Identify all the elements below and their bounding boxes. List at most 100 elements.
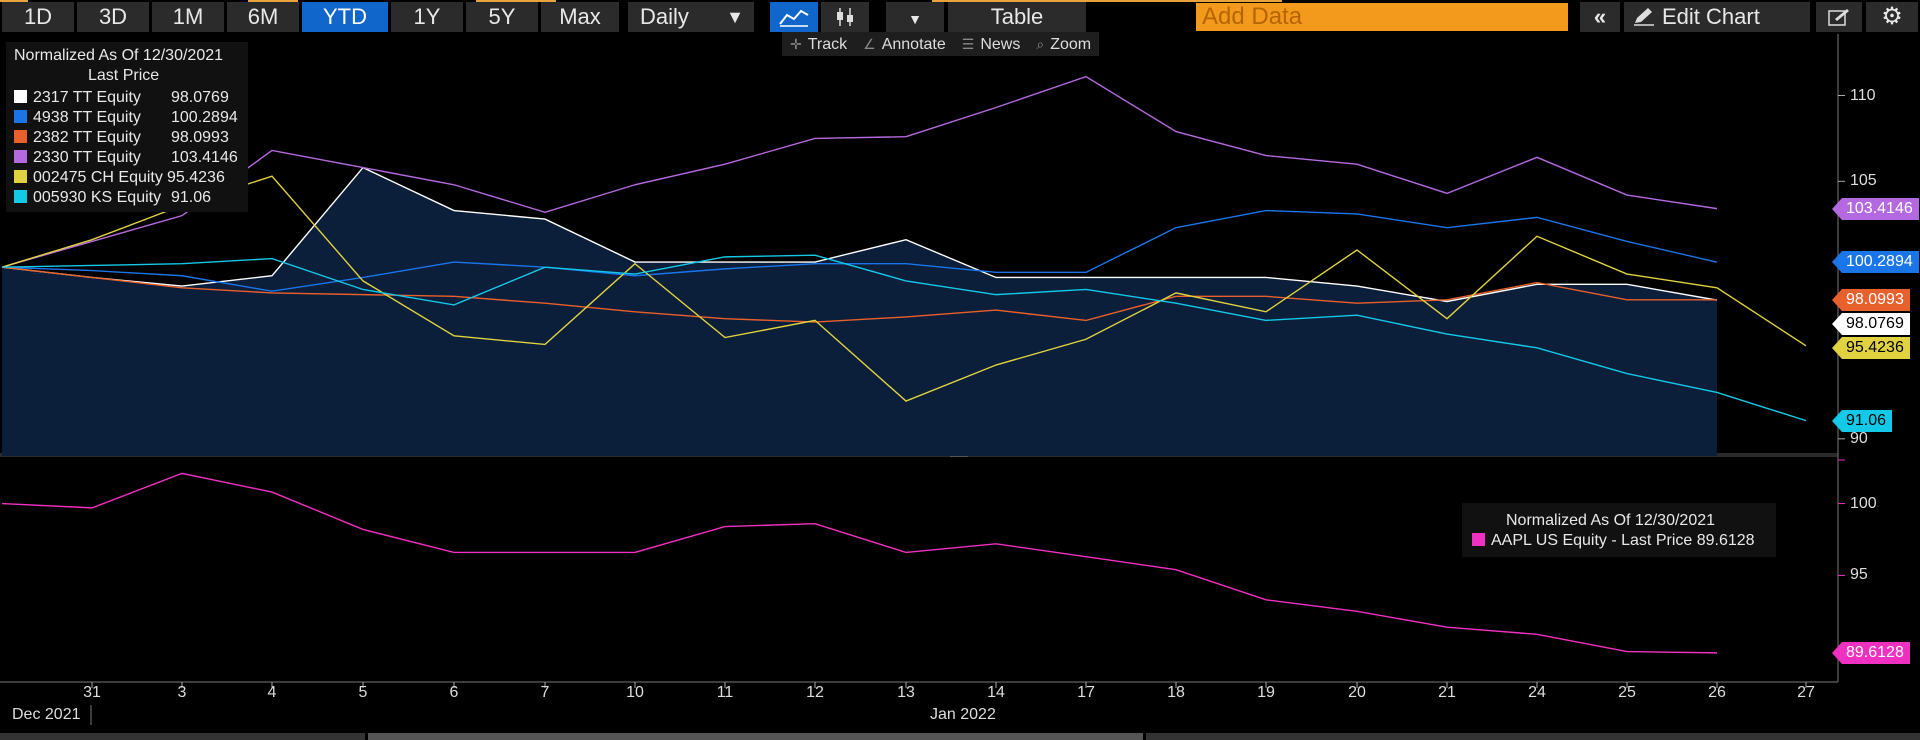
x-tick-label: 11 (716, 684, 734, 701)
x-tick-label: 31 (83, 684, 101, 701)
zoom-label: Zoom (1050, 36, 1092, 53)
range-ytd-button[interactable]: YTD (302, 2, 388, 32)
table-button[interactable]: Table (948, 2, 1086, 32)
track-label: Track (807, 36, 848, 53)
chart-type-dropdown[interactable]: ▼ (886, 2, 944, 32)
frequency-label: Daily (640, 4, 689, 29)
range-1d-button[interactable]: 1D (2, 2, 74, 32)
pen-icon: ∠ (863, 36, 876, 52)
caret-down-icon: ▼ (908, 11, 922, 27)
chart-toolbar: 1D 3D 1M 6M YTD 1Y 5Y Max Daily ▼ ▼ Tabl… (0, 0, 1920, 34)
range-3d-button[interactable]: 3D (77, 2, 149, 32)
legend-swatch (14, 110, 27, 123)
chart-tools-bar: ✛ Track ∠ Annotate ☰ News ⌕ Zoom (782, 32, 1100, 56)
legend-series-value: 89.6128 (1696, 532, 1755, 549)
settings-button[interactable]: ⚙ (1866, 2, 1918, 32)
legend-swatch (14, 190, 27, 203)
series-line[interactable] (1, 166, 1718, 303)
period-label: Jan 2022 (930, 706, 996, 723)
legend-series-name: 002475 CH Equity (33, 169, 163, 186)
x-tick-label: 13 (897, 684, 915, 701)
news-tool[interactable]: ☰ News (954, 32, 1029, 56)
toolbar-accent (476, 0, 556, 2)
legend-series-name: AAPL US Equity - Last Price (1491, 532, 1693, 549)
legend-swatch (14, 90, 27, 103)
toolbar-accent (0, 0, 28, 2)
legend-series-value: 103.4146 (171, 149, 238, 166)
crosshair-icon: ✛ (790, 36, 802, 52)
frequency-dropdown[interactable]: Daily ▼ (628, 2, 754, 32)
range-1y-button[interactable]: 1Y (391, 2, 463, 32)
range-1m-button[interactable]: 1M (152, 2, 224, 32)
legend-swatch (14, 150, 27, 163)
gear-icon: ⚙ (1881, 3, 1903, 30)
legend-title: Normalized As Of 12/30/2021 (14, 47, 224, 64)
x-tick-label: 4 (267, 684, 277, 701)
collapse-button[interactable]: « (1580, 2, 1620, 32)
news-label: News (980, 36, 1021, 53)
legend-entry: 2317 TT Equity 98.0769 (14, 88, 229, 108)
x-tick-label: 19 (1257, 684, 1275, 701)
track-tool[interactable]: ✛ Track (782, 32, 855, 56)
legend-entry: 002475 CH Equity 95.4236 (14, 168, 225, 188)
y-tick-label: 100 (1850, 494, 1877, 512)
last-value-badge: 100.2894 (1832, 251, 1919, 274)
period-label: Dec 2021 (12, 706, 81, 723)
legend-series-value: 100.2894 (171, 109, 238, 126)
legend-entry: 4938 TT Equity 100.2894 (14, 108, 238, 128)
x-tick-label: 27 (1797, 684, 1815, 701)
annotate-label: Annotate (881, 36, 946, 53)
scrollbar-track[interactable] (1146, 733, 1920, 740)
candlestick-chart-type-button[interactable] (821, 2, 869, 32)
series-line[interactable] (1, 266, 1717, 323)
edit-box-icon (1828, 9, 1849, 26)
line-chart-type-button[interactable] (770, 2, 818, 32)
legend-series-value: 95.4236 (167, 169, 225, 186)
last-value-badge: 98.0993 (1832, 288, 1910, 311)
x-tick-label: 25 (1618, 684, 1636, 701)
double-chevron-left-icon: « (1593, 4, 1607, 29)
x-tick-label: 14 (987, 684, 1005, 701)
add-data-input[interactable]: Add Data (1196, 3, 1568, 31)
zoom-tool[interactable]: ⌕ Zoom (1028, 32, 1099, 56)
edit-chart-label: Edit Chart (1662, 4, 1760, 29)
legend-series-name: 005930 KS Equity (33, 189, 162, 206)
annotate-settings-button[interactable] (1816, 2, 1862, 32)
x-tick-label: 7 (540, 684, 550, 701)
series-line[interactable] (1, 209, 1718, 292)
legend-swatch (1472, 533, 1485, 546)
x-tick-label: 18 (1167, 684, 1185, 701)
series-line[interactable] (1, 175, 1807, 402)
pencil-icon (1634, 8, 1654, 26)
x-tick-label: 5 (358, 684, 368, 701)
legend-series-value: 98.0993 (171, 129, 229, 146)
x-tick-label: 21 (1438, 684, 1456, 701)
last-value-badge: 98.0769 (1832, 312, 1910, 335)
x-tick-label: 24 (1528, 684, 1546, 701)
line-chart-icon (779, 9, 809, 27)
news-icon: ☰ (961, 36, 975, 52)
last-value-badge: 103.4146 (1832, 197, 1919, 220)
x-tick-label: 20 (1348, 684, 1366, 701)
range-max-button[interactable]: Max (541, 2, 619, 32)
annotate-tool[interactable]: ∠ Annotate (855, 32, 954, 56)
scrollbar-track[interactable] (0, 733, 365, 740)
x-tick-label: 12 (806, 684, 824, 701)
series-line[interactable] (1, 254, 1807, 422)
x-tick-label: 26 (1708, 684, 1726, 701)
x-tick-label: 3 (177, 684, 187, 701)
legend-entry: 2382 TT Equity 98.0993 (14, 128, 229, 148)
range-6m-button[interactable]: 6M (227, 2, 299, 32)
range-5y-button[interactable]: 5Y (466, 2, 538, 32)
magnifier-icon: ⌕ (1036, 36, 1045, 52)
series-line[interactable] (1, 75, 1718, 268)
scrollbar-thumb[interactable] (368, 733, 1143, 740)
series-line[interactable] (1, 472, 1718, 654)
legend-series-value: 91.06 (171, 189, 212, 206)
legend-series-name: 2382 TT Equity (33, 129, 141, 146)
last-value-badge: 91.06 (1831, 409, 1893, 432)
edit-chart-button[interactable]: Edit Chart (1624, 2, 1810, 32)
x-tick-label: 17 (1077, 684, 1095, 701)
last-value-badge: 89.6128 (1832, 641, 1910, 664)
